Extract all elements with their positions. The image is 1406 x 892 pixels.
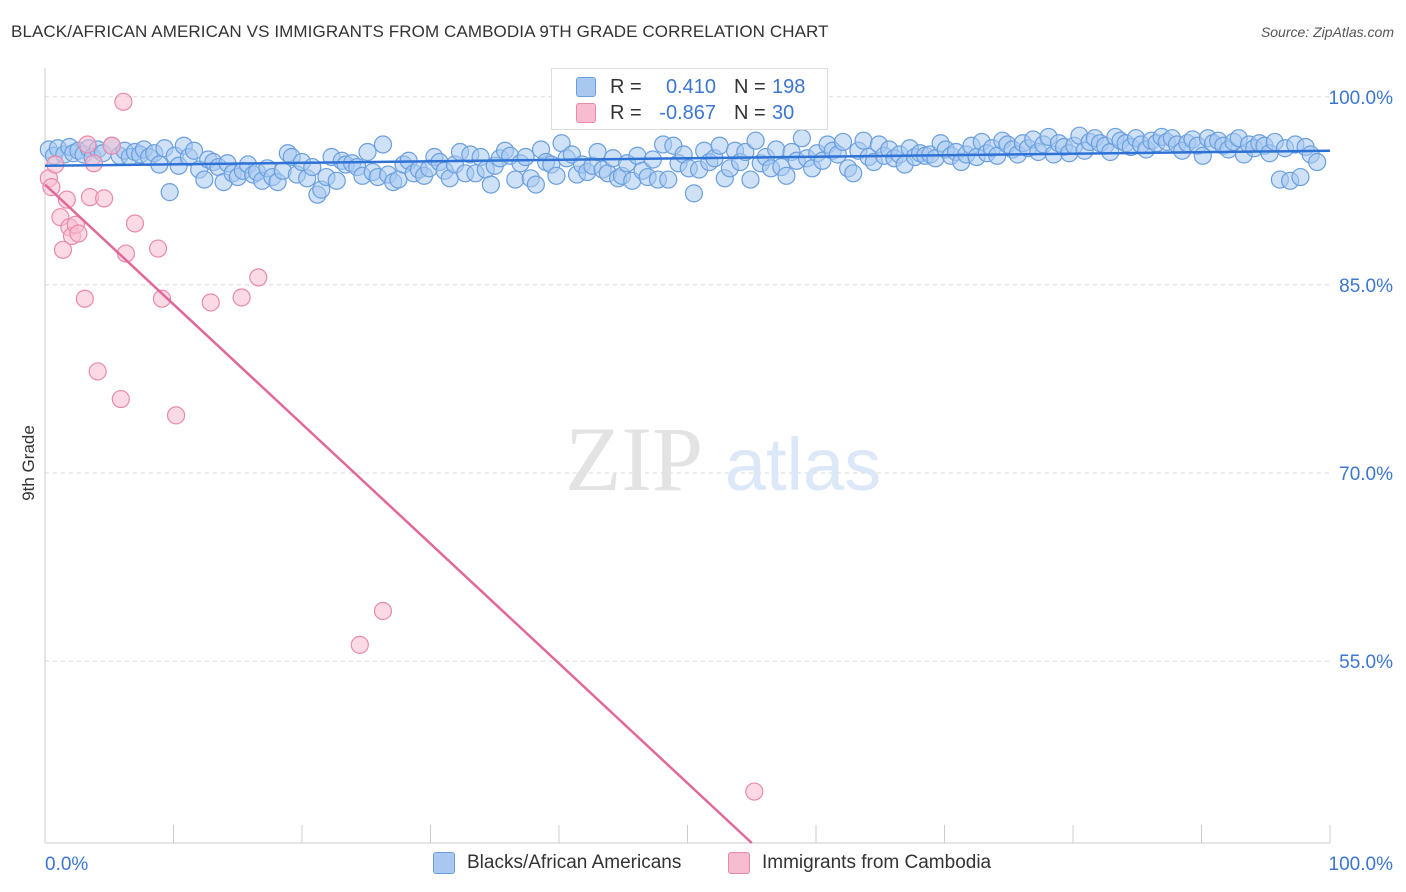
point-cambodia (232, 288, 251, 307)
point-blacks (588, 142, 607, 162)
y-tick-label: 85.0% (1339, 276, 1393, 297)
point-cambodia (84, 154, 103, 173)
point-cambodia (148, 239, 168, 258)
point-blacks (526, 175, 545, 194)
point-cambodia (42, 178, 61, 197)
trend-lines (44, 149, 1331, 844)
point-cambodia (78, 135, 97, 154)
point-blacks (184, 141, 204, 160)
legend-swatch-blacks (576, 77, 596, 97)
legend-n-value-blacks: 198 (772, 75, 806, 98)
axes (44, 68, 1331, 844)
y-tick-label: 55.0% (1339, 652, 1393, 673)
point-blacks (854, 131, 873, 150)
point-cambodia (69, 224, 88, 243)
watermark: ZIP atlas (565, 408, 881, 510)
point-blacks (1291, 167, 1310, 187)
trend-line-cambodia (44, 183, 753, 844)
x-tick-label-max: 100.0% (1329, 854, 1394, 875)
point-blacks (777, 166, 796, 185)
point-cambodia (249, 268, 268, 287)
watermark-atlas: atlas (725, 423, 881, 506)
point-cambodia (373, 601, 393, 621)
legend-n-value-cambodia: 30 (772, 101, 795, 124)
point-blacks (767, 140, 786, 159)
point-blacks (303, 157, 322, 177)
legend-swatch-cambodia (728, 852, 750, 874)
point-cambodia (350, 635, 369, 654)
point-blacks (547, 166, 566, 185)
point-blacks (833, 132, 853, 152)
point-blacks (389, 170, 408, 189)
legend-swatch-cambodia (576, 103, 596, 123)
point-cambodia (201, 293, 220, 312)
point-blacks (659, 170, 678, 189)
point-cambodia (53, 240, 73, 259)
legend-n-label: N = (734, 75, 766, 98)
point-blacks (844, 164, 863, 183)
point-blacks (195, 170, 214, 189)
point-blacks (327, 171, 346, 190)
point-cambodia (114, 92, 133, 111)
chart-title: BLACK/AFRICAN AMERICAN VS IMMIGRANTS FRO… (11, 22, 829, 41)
point-blacks (481, 175, 500, 194)
legend-swatch-blacks (433, 852, 455, 874)
trend-line-blacks (44, 149, 1331, 168)
series-cambodia-points (39, 92, 764, 801)
source-label: Source: ZipAtlas.com (1260, 24, 1394, 40)
point-blacks (746, 131, 765, 150)
point-cambodia (75, 289, 94, 308)
point-cambodia (166, 406, 186, 425)
y-tick-label: 100.0% (1329, 88, 1394, 109)
legend-r-value-cambodia: -0.867 (659, 101, 716, 124)
point-blacks (684, 184, 704, 203)
point-blacks (516, 147, 535, 167)
point-blacks (628, 146, 647, 165)
legend-r-label: R = (610, 101, 642, 124)
x-tick-label-min: 0.0% (45, 854, 88, 875)
point-blacks (710, 136, 729, 155)
point-blacks (358, 142, 377, 162)
point-blacks (506, 170, 525, 189)
point-blacks (741, 170, 760, 189)
legend-row-blacks: R = 0.410 N = 198 (576, 75, 812, 99)
point-cambodia (95, 189, 114, 208)
point-cambodia (88, 362, 107, 381)
series-blacks-points (39, 126, 1327, 204)
point-blacks (1308, 152, 1327, 172)
y-axis-label: 9th Grade (19, 425, 38, 501)
y-tick-label: 70.0% (1339, 464, 1393, 485)
point-cambodia (111, 389, 130, 409)
point-cambodia (152, 289, 172, 308)
point-cambodia (745, 782, 764, 801)
legend-r-value-blacks: 0.410 (665, 75, 716, 98)
legend-row-cambodia: R = -0.867 N = 30 (576, 101, 812, 125)
watermark-zip: ZIP (565, 408, 703, 510)
legend-label-cambodia: Immigrants from Cambodia (762, 852, 992, 873)
point-blacks (373, 135, 393, 154)
y-tick-labels: 100.0% 85.0% 70.0% 55.0% (1329, 88, 1394, 673)
point-cambodia (57, 190, 76, 209)
point-blacks (792, 129, 811, 148)
point-blacks (160, 183, 179, 202)
legend-n-label: N = (734, 101, 766, 124)
point-blacks (736, 142, 755, 162)
point-cambodia (125, 214, 145, 233)
point-cambodia (102, 136, 121, 155)
stats-legend: R = 0.410 N = 198 R = -0.867 N = 30 (551, 68, 828, 130)
legend-item-blacks[interactable]: Blacks/African Americans (433, 852, 681, 874)
legend-item-cambodia[interactable]: Immigrants from Cambodia (728, 852, 991, 874)
legend-label-blacks: Blacks/African Americans (467, 852, 682, 873)
legend-r-label: R = (610, 75, 642, 98)
series-legend: Blacks/African Americans Immigrants from… (0, 852, 1406, 878)
